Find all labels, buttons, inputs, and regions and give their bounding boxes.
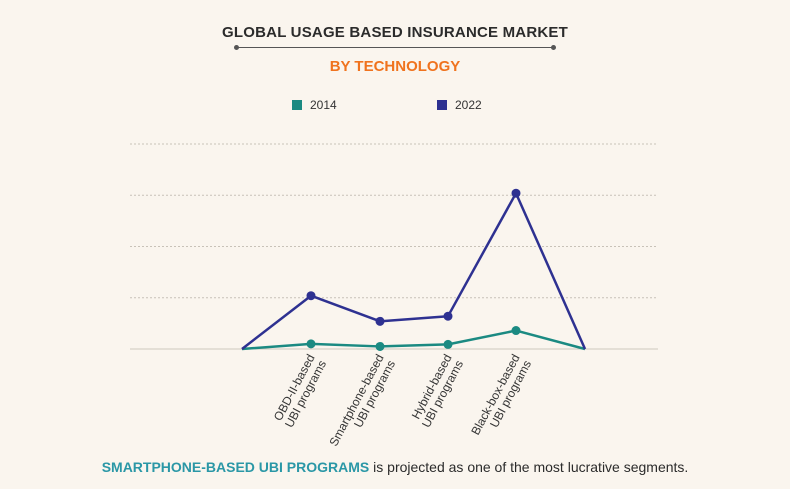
data-point-2014-1: [306, 339, 316, 349]
x-tick-label-4: Black-box-basedUBI programs: [468, 352, 534, 444]
x-tick-label-2: Smartphone-basedUBI programs: [326, 352, 398, 455]
data-point-2014-4: [511, 326, 521, 336]
legend-swatch-2022: [437, 100, 447, 110]
data-point-2014-3: [443, 339, 453, 349]
data-point-2022-1: [306, 291, 316, 301]
x-tick-label-1: OBD-II-basedUBI programs: [271, 352, 330, 430]
legend-item-2022: 2022: [437, 98, 482, 112]
chart-title: GLOBAL USAGE BASED INSURANCE MARKET: [222, 24, 568, 41]
footer-note: SMARTPHONE-BASED UBI PROGRAMS is project…: [0, 459, 790, 475]
legend-item-2014: 2014: [292, 98, 337, 112]
chart-subtitle: BY TECHNOLOGY: [329, 58, 461, 75]
series-line-2022: [241, 191, 587, 350]
x-tick-label-3: Hybrid-basedUBI programs: [408, 352, 467, 430]
legend-label-2014: 2014: [310, 98, 337, 112]
series-line-2014: [241, 329, 586, 351]
footer-highlight: SMARTPHONE-BASED UBI PROGRAMS: [101, 459, 370, 475]
data-point-2022-2: [375, 316, 385, 326]
data-point-2014-2: [375, 341, 385, 351]
data-point-2022-4: [511, 188, 521, 198]
underline-left-dot: [234, 45, 239, 50]
title-underline: [234, 45, 556, 50]
footer-text: is projected as one of the most lucrativ…: [369, 459, 689, 475]
legend-label-2022: 2022: [455, 98, 482, 112]
underline-right-dot: [551, 45, 556, 50]
data-point-2022-3: [443, 311, 453, 321]
legend-swatch-2014: [292, 100, 302, 110]
